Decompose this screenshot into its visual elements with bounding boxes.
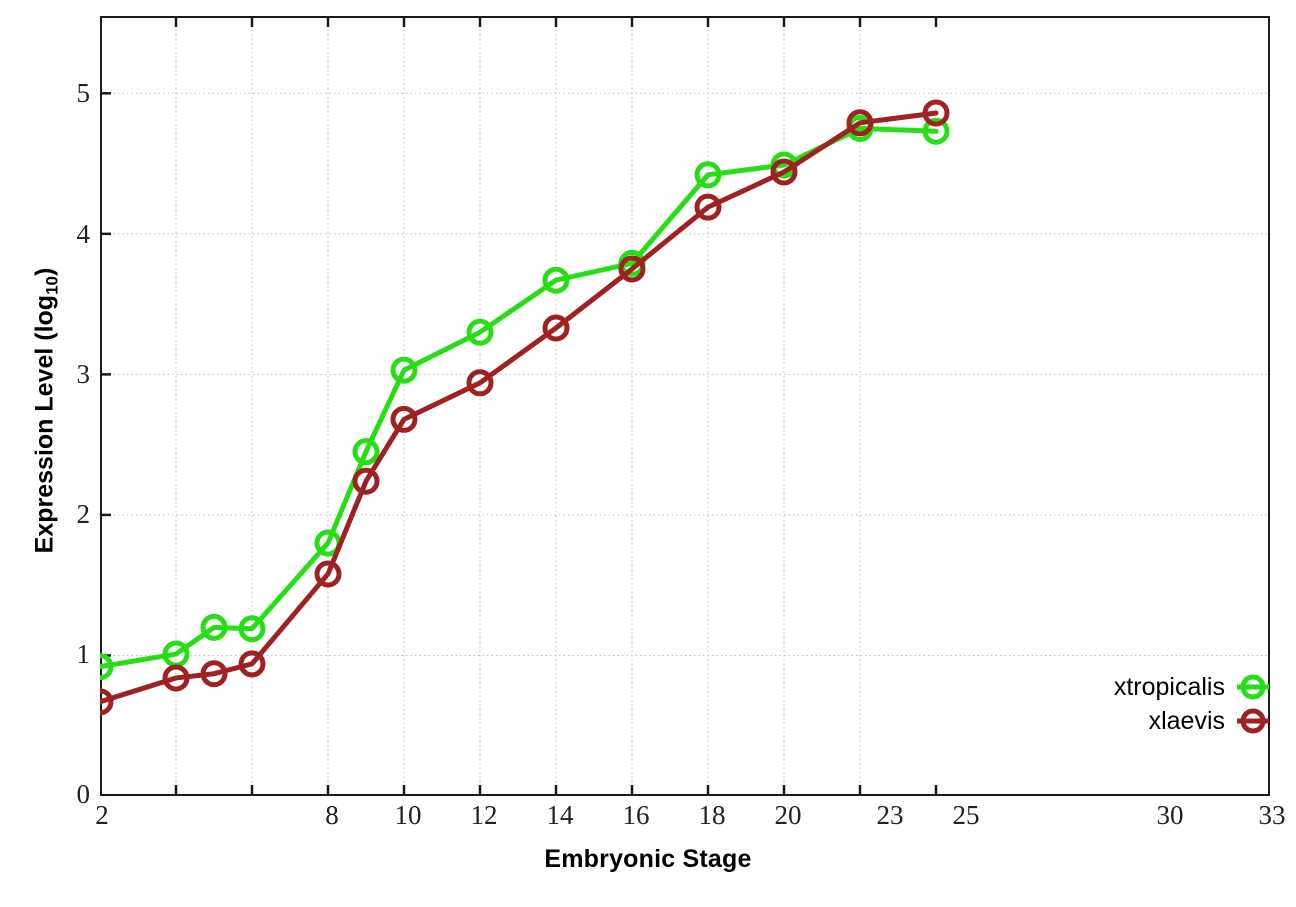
chart-canvas bbox=[100, 16, 1270, 796]
data-point-marker[interactable] bbox=[618, 255, 646, 283]
x-tick-label-25: 25 bbox=[952, 800, 980, 830]
data-point-marker[interactable] bbox=[314, 560, 342, 588]
data-point-marker[interactable] bbox=[390, 356, 418, 384]
legend-label-xlaevis: xlaevis bbox=[1148, 706, 1225, 735]
data-point-marker[interactable] bbox=[200, 660, 228, 688]
x-tick-label-8: 8 bbox=[325, 800, 339, 830]
data-point-marker[interactable] bbox=[352, 438, 380, 466]
y-axis-title-subscript: 10 bbox=[42, 276, 62, 295]
data-point-marker[interactable] bbox=[390, 405, 418, 433]
x-tick-label-16: 16 bbox=[622, 800, 650, 830]
y-tick-label-2: 2 bbox=[76, 499, 91, 529]
x-axis-title: Embryonic Stage bbox=[544, 845, 752, 873]
series-line-xtropicalis bbox=[100, 125, 939, 670]
series-line-xlaevis bbox=[100, 110, 939, 705]
data-point-marker[interactable] bbox=[694, 193, 722, 221]
data-point-marker[interactable] bbox=[922, 99, 950, 127]
y-tick-label-1: 1 bbox=[76, 639, 91, 669]
x-tick-label-33: 33 bbox=[1258, 800, 1286, 830]
data-point-marker[interactable] bbox=[200, 613, 228, 641]
x-tick-label-23: 23 bbox=[876, 800, 904, 830]
x-tick-label-10: 10 bbox=[394, 800, 422, 830]
data-point-marker[interactable] bbox=[352, 467, 380, 495]
data-point-marker[interactable] bbox=[542, 266, 570, 294]
data-point-marker[interactable] bbox=[100, 653, 114, 681]
legend-item-xlaevis[interactable]: xlaevis bbox=[1149, 706, 1270, 736]
data-point-marker[interactable] bbox=[694, 161, 722, 189]
legend: xtropicalis xlaevis bbox=[1114, 672, 1270, 736]
y-tick-label-4: 4 bbox=[76, 219, 91, 249]
data-point-marker[interactable] bbox=[922, 117, 950, 145]
tick-marks bbox=[100, 16, 938, 796]
x-tick-label-20: 20 bbox=[774, 800, 802, 830]
data-point-marker[interactable] bbox=[100, 688, 114, 716]
series-lines bbox=[100, 99, 950, 716]
x-tick-label-12: 12 bbox=[470, 800, 498, 830]
plot-frame bbox=[100, 16, 1270, 796]
data-point-marker[interactable] bbox=[238, 650, 266, 678]
legend-marker-circle-icon bbox=[1237, 708, 1269, 734]
data-point-marker[interactable] bbox=[466, 318, 494, 346]
gridlines bbox=[100, 16, 1270, 796]
data-point-marker[interactable] bbox=[542, 314, 570, 342]
legend-item-xtropicalis[interactable]: xtropicalis bbox=[1114, 672, 1270, 702]
data-point-marker[interactable] bbox=[466, 369, 494, 397]
data-point-marker[interactable] bbox=[162, 664, 190, 692]
y-axis-title: Expression Level (log10) bbox=[31, 11, 62, 811]
data-point-marker[interactable] bbox=[770, 158, 798, 186]
data-point-marker[interactable] bbox=[846, 109, 874, 137]
legend-marker-circle-icon bbox=[1237, 674, 1269, 700]
data-point-marker[interactable] bbox=[238, 615, 266, 643]
x-tick-label-30: 30 bbox=[1156, 800, 1184, 830]
x-tick-label-2: 2 bbox=[95, 800, 109, 830]
y-tick-label-3: 3 bbox=[76, 359, 91, 389]
legend-label-xtropicalis: xtropicalis bbox=[1113, 672, 1225, 701]
x-tick-label-18: 18 bbox=[698, 800, 726, 830]
plot-area bbox=[100, 16, 1270, 796]
x-tick-label-14: 14 bbox=[546, 800, 574, 830]
y-tick-label-0: 0 bbox=[76, 779, 91, 809]
y-tick-label-5: 5 bbox=[76, 78, 91, 108]
